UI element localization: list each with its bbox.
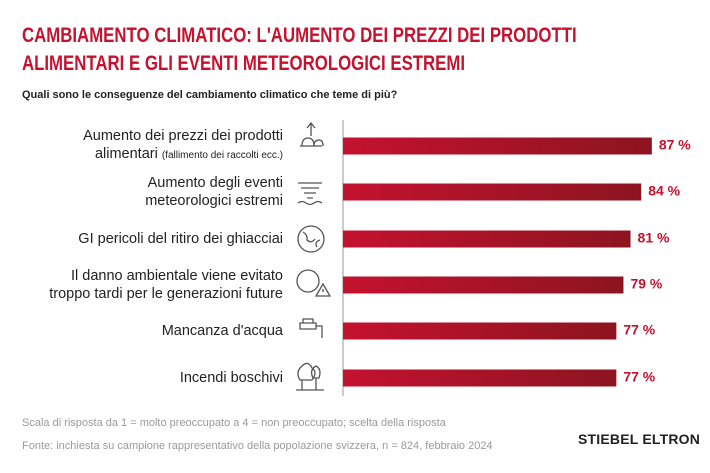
bar	[343, 137, 652, 155]
bar	[343, 322, 617, 340]
value-label: 79 %	[630, 276, 662, 292]
bar	[343, 230, 631, 248]
footnote: Fonte: inchiesta su campione rappresenta…	[22, 440, 493, 452]
value-label: 81 %	[638, 230, 670, 246]
bar	[343, 276, 624, 294]
value-label: 87 %	[659, 137, 691, 153]
value-label: 77 %	[623, 322, 655, 338]
value-label: 77 %	[623, 369, 655, 385]
chart-subtitle: Quali sono le conseguenze del cambiament…	[22, 89, 398, 101]
category-note: (fallimento dei raccolti ecc.)	[161, 150, 283, 161]
icons	[296, 121, 332, 391]
chart-title: CAMBIAMENTO CLIMATICO: L'AUMENTO DEI PRE…	[22, 24, 577, 75]
bar	[343, 183, 642, 201]
category-label: Aumento dei prezzi dei prodotti alimenta…	[83, 128, 283, 162]
brand-logo: STIEBEL ELTRON	[578, 431, 701, 447]
category-label: Incendi boschivi	[179, 370, 283, 386]
category-label: Il danno ambientale viene evitato troppo…	[49, 268, 283, 302]
footnote: Scala di risposta da 1 = molto preoccupa…	[22, 417, 446, 429]
category-label: GI pericoli del ritiro dei ghiacciai	[78, 231, 283, 247]
value-label: 84 %	[648, 183, 680, 199]
bar	[343, 369, 617, 387]
category-label: Aumento degli eventi meteorologici estre…	[145, 175, 283, 209]
category-label: Mancanza d'acqua	[161, 323, 283, 339]
